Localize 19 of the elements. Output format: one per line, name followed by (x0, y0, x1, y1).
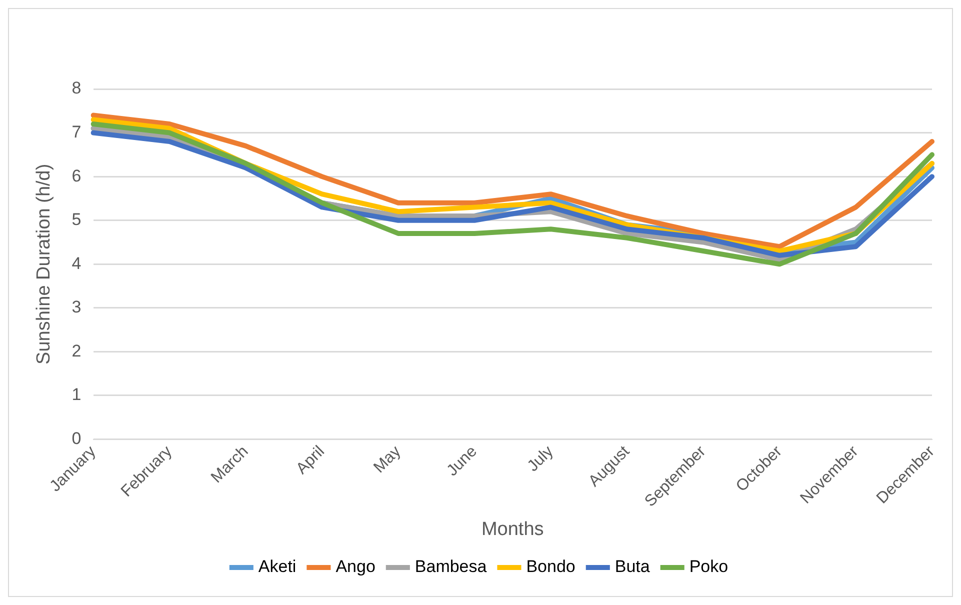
y-tick-label: 5 (72, 210, 82, 230)
y-tick-label: 3 (72, 298, 82, 317)
legend-label: Bambesa (414, 557, 488, 576)
y-tick-label: 7 (72, 122, 82, 142)
y-tick-label: 2 (72, 341, 82, 360)
y-tick-label: 6 (72, 166, 82, 186)
legend-label: Buta (614, 557, 650, 576)
x-axis-title: Months (481, 518, 544, 540)
legend-label: Ango (336, 557, 376, 576)
legend-label: Aketi (258, 557, 296, 576)
y-tick-label: 8 (72, 78, 82, 98)
x-tick-label: July (524, 442, 557, 476)
legend-label: Bondo (526, 557, 576, 576)
y-axis-title: Sunshine Duration (h/d) (34, 164, 55, 364)
y-tick-label: 4 (72, 254, 82, 273)
y-tick-label: 0 (72, 428, 82, 448)
legend-label: Poko (689, 557, 728, 576)
y-tick-label: 1 (72, 385, 82, 404)
x-tick-label: May (370, 442, 404, 476)
